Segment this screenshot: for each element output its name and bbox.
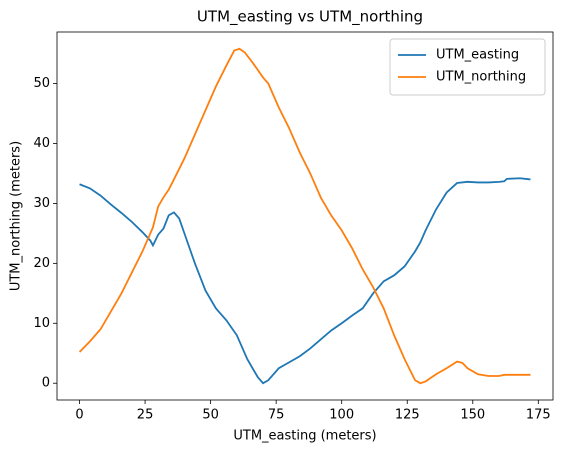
x-tick-label: 0	[75, 408, 83, 423]
x-tick-label: 150	[460, 408, 485, 423]
plot-frame	[56, 31, 554, 401]
y-axis-label: UTM_northing (meters)	[9, 141, 24, 291]
x-tick-label: 100	[329, 408, 354, 423]
x-tick-label: 175	[526, 408, 551, 423]
x-tick-label: 25	[137, 408, 154, 423]
y-tick-label: 10	[33, 316, 50, 331]
legend-label: UTM_northing	[436, 70, 526, 85]
chart-title: UTM_easting vs UTM_northing	[197, 8, 423, 27]
y-tick-label: 40	[33, 136, 50, 151]
legend-label: UTM_easting	[436, 48, 519, 63]
y-tick-label: 20	[33, 256, 50, 271]
x-tick-label: 75	[268, 408, 285, 423]
y-tick-label: 0	[42, 376, 50, 391]
x-tick-label: 125	[395, 408, 420, 423]
data-line	[79, 177, 531, 385]
y-tick-label: 50	[33, 76, 50, 91]
legend-box	[389, 38, 546, 96]
y-tick-label: 30	[33, 196, 50, 211]
data-line	[78, 47, 531, 385]
x-tick-label: 50	[202, 408, 219, 423]
x-axis-label: UTM_easting (meters)	[233, 429, 376, 444]
